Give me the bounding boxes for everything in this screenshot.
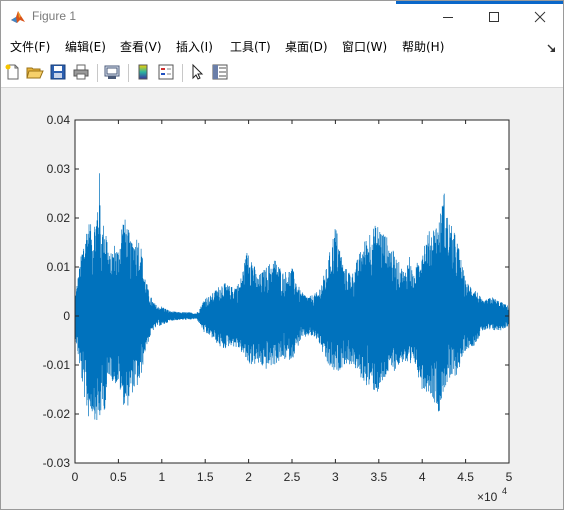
- menu-insert[interactable]: 插入(I): [176, 40, 213, 54]
- colorbar-icon[interactable]: [134, 63, 152, 81]
- figure-toolbar: [1, 59, 563, 88]
- tick-layer: 0 0.5 1 1.5 2 2.5 3 3.5 4 4.5 5 -0.03 -0.02 -0.01 0 0.0…: [43, 113, 513, 484]
- y-tick-label: 0.02: [47, 211, 71, 225]
- x-tick-label: 1: [158, 470, 165, 484]
- maximize-icon: [489, 12, 499, 22]
- x-tick-label: 2: [245, 470, 252, 484]
- title-bar[interactable]: Figure 1: [1, 1, 563, 33]
- x-tick-label: 0.5: [110, 470, 127, 484]
- property-editor-icon[interactable]: [211, 63, 229, 81]
- x-tick-label: 0: [72, 470, 79, 484]
- legend-icon[interactable]: [157, 63, 175, 81]
- y-tick-label: -0.02: [43, 407, 71, 421]
- x-tick-label: 3: [332, 470, 339, 484]
- maximize-button[interactable]: [471, 1, 517, 33]
- link-icon[interactable]: [103, 63, 121, 81]
- title-bar-accent: [396, 1, 563, 4]
- y-tick-label: 0.01: [47, 260, 71, 274]
- x-tick-label: 1.5: [197, 470, 214, 484]
- x-exponent-label: ×10: [477, 490, 498, 504]
- save-icon[interactable]: [49, 63, 67, 81]
- y-tick-label: -0.01: [43, 358, 71, 372]
- menu-desktop[interactable]: 桌面(D): [285, 40, 328, 54]
- menu-file[interactable]: 文件(F): [10, 40, 51, 54]
- waveform-layer: [74, 173, 510, 421]
- menu-edit[interactable]: 编辑(E): [65, 40, 106, 54]
- x-exponent-power: 4: [502, 486, 507, 496]
- pointer-icon[interactable]: [188, 63, 206, 81]
- menu-help[interactable]: 帮助(H): [402, 40, 445, 54]
- close-button[interactable]: [517, 1, 563, 33]
- menu-window[interactable]: 窗口(W): [342, 40, 388, 54]
- menu-tools[interactable]: 工具(T): [230, 40, 271, 54]
- x-tick-label: 5: [506, 470, 513, 484]
- open-file-icon[interactable]: [26, 63, 44, 81]
- toolbar-separator: [128, 64, 129, 82]
- matlab-logo-icon: [10, 9, 26, 25]
- minimize-icon: [443, 17, 453, 18]
- x-tick-label: 2.5: [284, 470, 301, 484]
- window-title: Figure 1: [32, 9, 77, 23]
- x-tick-label: 4: [419, 470, 426, 484]
- toolbar-separator: [182, 64, 183, 82]
- figure-canvas[interactable]: 0 0.5 1 1.5 2 2.5 3 3.5 4 4.5 5 -0.03 -0.02 -0.01 0 0.0…: [1, 88, 563, 509]
- minimize-button[interactable]: [425, 1, 471, 33]
- menu-view[interactable]: 查看(V): [120, 40, 162, 54]
- y-tick-label: 0.03: [47, 162, 71, 176]
- print-icon[interactable]: [72, 63, 90, 81]
- waveform-line: [74, 173, 510, 421]
- y-tick-label: -0.03: [43, 456, 71, 470]
- y-tick-label: 0.04: [47, 113, 71, 127]
- dock-arrow-icon[interactable]: [547, 39, 557, 58]
- close-icon: [534, 11, 546, 23]
- menu-bar: 文件(F) 编辑(E) 查看(V) 插入(I) 工具(T) 桌面(D) 窗口(W…: [1, 33, 563, 59]
- y-tick-label: 0: [63, 309, 70, 323]
- x-tick-label: 4.5: [457, 470, 474, 484]
- plot-canvas[interactable]: 0 0.5 1 1.5 2 2.5 3 3.5 4 4.5 5 -0.03 -0.02 -0.01 0 0.0…: [1, 88, 563, 509]
- toolbar-separator: [97, 64, 98, 82]
- x-tick-label: 3.5: [370, 470, 387, 484]
- new-figure-icon[interactable]: [4, 63, 22, 81]
